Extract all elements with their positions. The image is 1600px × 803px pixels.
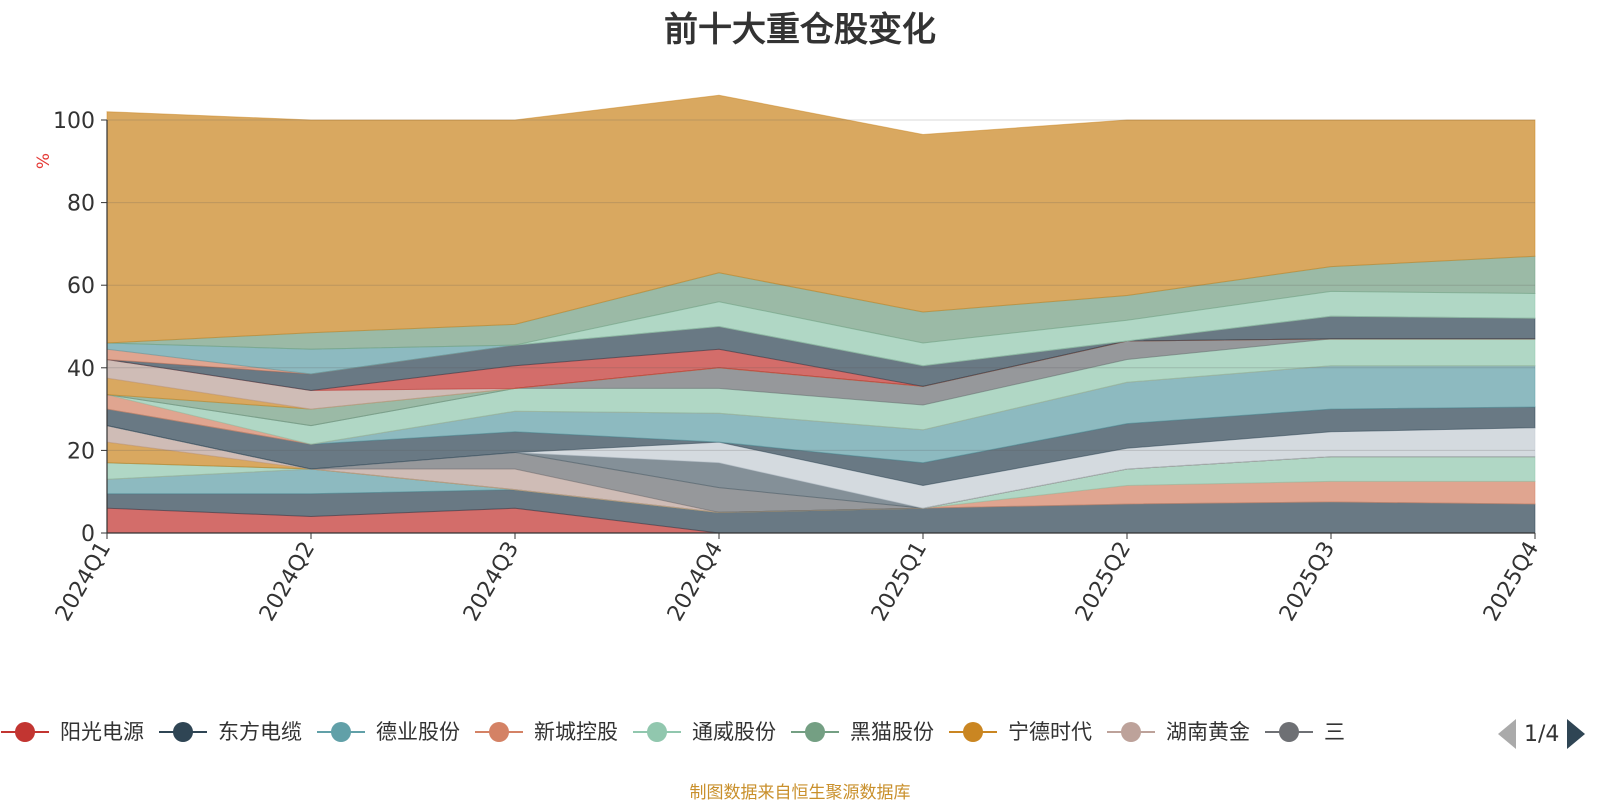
legend-label: 德业股份: [376, 720, 460, 744]
legend-label: 阳光电源: [60, 720, 144, 744]
y-tick-label: 0: [81, 522, 95, 547]
legend-marker-icon: [633, 722, 681, 742]
y-axis-label: %: [34, 153, 54, 169]
legend-item[interactable]: 东方电缆: [158, 712, 302, 752]
legend-item[interactable]: 德业股份: [316, 712, 460, 752]
legend-item[interactable]: 黑猫股份: [790, 712, 934, 752]
legend-marker-icon: [159, 722, 207, 742]
area-series-26[interactable]: [106, 94, 1536, 344]
x-tick-label: 2025Q3: [1275, 538, 1340, 626]
legend-page-indicator: 1/4: [1524, 721, 1560, 747]
legend-pager: 1/4: [1498, 716, 1586, 752]
legend-marker-icon: [1107, 722, 1155, 742]
x-tick-label: 2024Q3: [459, 538, 524, 626]
legend-item[interactable]: 三: [1264, 712, 1345, 752]
legend-label: 通威股份: [692, 720, 776, 744]
legend-item[interactable]: 通威股份: [632, 712, 776, 752]
legend-marker-icon: [1, 722, 49, 742]
chart-plot: 0 20 40 60 80 100% 2024Q1 2024Q2 2024Q3 2024Q4 202…: [34, 94, 1544, 626]
legend-marker-icon: [791, 722, 839, 742]
y-tick-label: 20: [67, 439, 95, 464]
legend-item[interactable]: 湖南黄金: [1106, 712, 1250, 752]
x-tick-label: 2025Q2: [1071, 538, 1136, 626]
legend-item[interactable]: 阳光电源: [0, 712, 144, 752]
legend-label: 湖南黄金: [1166, 720, 1250, 744]
x-tick-label: 2024Q4: [663, 538, 728, 626]
source-note: 制图数据来自恒生聚源数据库: [689, 783, 911, 803]
legend: 阳光电源 东方电缆 德业股份 新城控股 通威股份 黑猫股份 宁德时代 湖南黄金 三: [0, 712, 1470, 752]
legend-label: 宁德时代: [1008, 720, 1092, 744]
legend-marker-icon: [1265, 722, 1313, 742]
legend-next-page-icon[interactable]: [1567, 719, 1586, 749]
x-tick-label: 2025Q1: [867, 538, 932, 626]
x-tick-label: 2024Q1: [51, 538, 116, 626]
x-tick-label: 2025Q4: [1479, 538, 1544, 626]
legend-marker-icon: [317, 722, 365, 742]
legend-prev-page-icon[interactable]: [1498, 719, 1516, 749]
y-tick-label: 60: [67, 274, 95, 299]
legend-label: 东方电缆: [218, 720, 302, 744]
legend-item[interactable]: 宁德时代: [948, 712, 1092, 752]
legend-label: 新城控股: [534, 720, 618, 744]
y-tick-label: 80: [67, 192, 95, 217]
y-tick-label: 40: [67, 357, 95, 382]
legend-label: 黑猫股份: [850, 720, 934, 744]
y-tick-label: 100: [53, 109, 95, 134]
legend-item[interactable]: 新城控股: [474, 712, 618, 752]
legend-marker-icon: [949, 722, 997, 742]
x-tick-label: 2024Q2: [255, 538, 320, 626]
chart-title: 前十大重仓股变化: [664, 10, 936, 50]
legend-label: 三: [1324, 720, 1345, 744]
legend-marker-icon: [475, 722, 523, 742]
